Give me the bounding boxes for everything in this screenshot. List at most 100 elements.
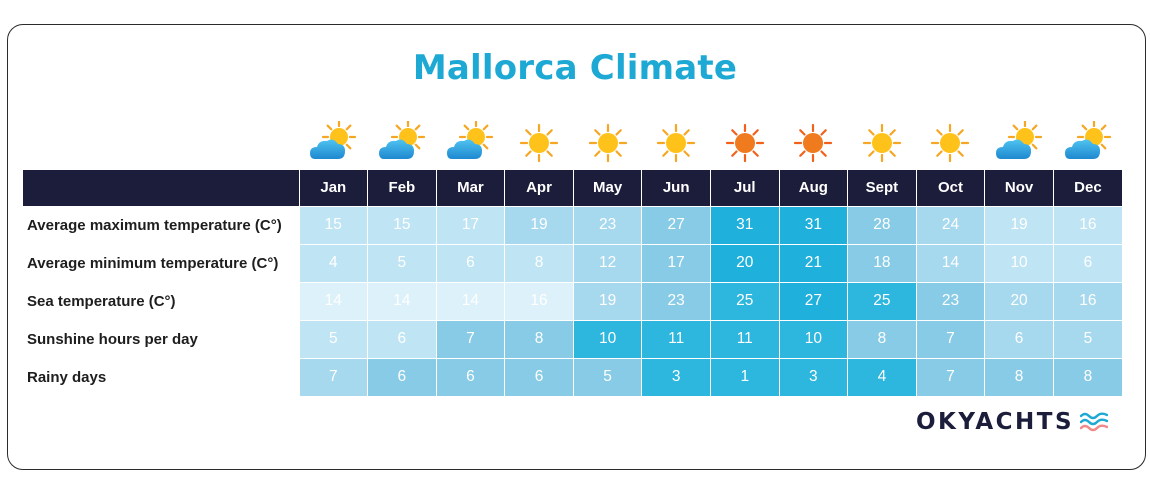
- table-cell: 17: [641, 243, 711, 282]
- weather-icon-cell: [436, 120, 505, 166]
- weather-icon-cell: [505, 120, 574, 166]
- table-cell: 14: [915, 243, 985, 282]
- table-cell: 28: [847, 205, 917, 244]
- table-cell: 5: [572, 357, 642, 396]
- weather-icon-cell: [642, 120, 711, 166]
- row-label: Sea temperature (C°): [23, 281, 299, 320]
- month-header: Oct: [915, 170, 985, 206]
- weather-icon-cell: [1053, 120, 1122, 166]
- table-row: Sunshine hours per day 5 6 7 8 10 11 11 10 8 7 6 5: [23, 319, 1122, 358]
- table-cell: 11: [641, 319, 711, 358]
- month-header: Jul: [709, 170, 780, 206]
- table-row: Average maximum temperature (C°) 15 15 17 19…: [23, 205, 1122, 244]
- table-cell: 19: [572, 281, 642, 320]
- climate-table: Jan Feb Mar Apr May Jun Jul Aug Sept Oct Nov Dec Av…: [23, 170, 1122, 396]
- table-cell: 24: [915, 205, 985, 244]
- header-corner: [23, 170, 299, 206]
- row-label: Average maximum temperature (C°): [23, 205, 299, 244]
- table-cell: 8: [1052, 357, 1122, 396]
- table-cell: 16: [1052, 281, 1122, 320]
- table-cell: 17: [435, 205, 505, 244]
- table-cell: 14: [435, 281, 505, 320]
- table-cell: 23: [641, 281, 711, 320]
- hot-sun-icon: [725, 123, 764, 163]
- hot-sun-icon: [794, 123, 833, 163]
- table-cell: 3: [778, 357, 848, 396]
- table-cell: 6: [435, 357, 505, 396]
- table-cell: 10: [984, 243, 1054, 282]
- table-header-row: Jan Feb Mar Apr May Jun Jul Aug Sept Oct Nov Dec: [23, 170, 1122, 206]
- table-cell: 25: [847, 281, 917, 320]
- table-cell: 3: [641, 357, 711, 396]
- weather-icon-cell: [848, 120, 917, 166]
- table-cell: 10: [572, 319, 642, 358]
- logo-text: OKYACHTS: [916, 409, 1075, 435]
- table-cell: 6: [504, 357, 574, 396]
- weather-icons-row: [299, 120, 1122, 166]
- sun-icon: [931, 123, 970, 163]
- row-label: Average minimum temperature (C°): [23, 243, 299, 282]
- table-cell: 11: [709, 319, 780, 358]
- table-cell: 15: [367, 205, 437, 244]
- table-row: Average minimum temperature (C°) 4 5 6 8 12 17…: [23, 243, 1122, 282]
- table-cell: 6: [1052, 243, 1122, 282]
- sun-cloud-icon: [310, 121, 357, 159]
- sun-icon: [519, 123, 559, 163]
- table-cell: 7: [435, 319, 505, 358]
- table-cell: 8: [847, 319, 917, 358]
- table-cell: 5: [298, 319, 368, 358]
- table-cell: 15: [298, 205, 368, 244]
- table-cell: 16: [1052, 205, 1122, 244]
- table-cell: 31: [778, 205, 848, 244]
- table-cell: 31: [709, 205, 780, 244]
- weather-icon-cell: [985, 120, 1054, 166]
- table-cell: 14: [367, 281, 437, 320]
- month-header: May: [572, 170, 642, 206]
- sun-icon: [657, 123, 696, 163]
- table-cell: 20: [709, 243, 780, 282]
- month-header: Apr: [504, 170, 574, 206]
- table-cell: 20: [984, 281, 1054, 320]
- sun-cloud-icon: [447, 121, 494, 159]
- table-cell: 4: [847, 357, 917, 396]
- table-cell: 6: [367, 357, 437, 396]
- table-cell: 8: [504, 243, 574, 282]
- table-cell: 27: [778, 281, 848, 320]
- month-header: Feb: [367, 170, 437, 206]
- month-header: Jun: [641, 170, 711, 206]
- month-header: Dec: [1052, 170, 1122, 206]
- weather-icon-cell: [916, 120, 985, 166]
- table-cell: 19: [984, 205, 1054, 244]
- table-cell: 6: [367, 319, 437, 358]
- table-cell: 7: [298, 357, 368, 396]
- weather-icon-cell: [573, 120, 642, 166]
- sun-icon: [862, 123, 902, 163]
- sun-cloud-icon: [996, 121, 1043, 159]
- table-cell: 27: [641, 205, 711, 244]
- table-cell: 25: [709, 281, 780, 320]
- table-cell: 6: [984, 319, 1054, 358]
- weather-icon-cell: [368, 120, 437, 166]
- month-header: Mar: [435, 170, 505, 206]
- table-cell: 1: [709, 357, 780, 396]
- table-cell: 10: [778, 319, 848, 358]
- table-cell: 19: [504, 205, 574, 244]
- weather-icon-cell: [299, 120, 368, 166]
- page-title: Mallorca Climate: [412, 48, 738, 88]
- month-header: Aug: [778, 170, 848, 206]
- table-cell: 7: [915, 357, 985, 396]
- row-label: Sunshine hours per day: [23, 319, 299, 358]
- table-cell: 21: [778, 243, 848, 282]
- okyachts-logo: OKYACHTS: [916, 406, 1109, 438]
- table-cell: 14: [298, 281, 368, 320]
- table-row: Rainy days 7 6 6 6 5 3 1 3 4 7 8 8: [23, 357, 1122, 396]
- table-cell: 4: [298, 243, 368, 282]
- table-cell: 16: [504, 281, 574, 320]
- table-cell: 7: [915, 319, 985, 358]
- table-cell: 23: [915, 281, 985, 320]
- table-cell: 8: [504, 319, 574, 358]
- row-label: Rainy days: [23, 357, 299, 396]
- table-cell: 12: [572, 243, 642, 282]
- month-header: Jan: [298, 170, 368, 206]
- sun-icon: [588, 123, 627, 163]
